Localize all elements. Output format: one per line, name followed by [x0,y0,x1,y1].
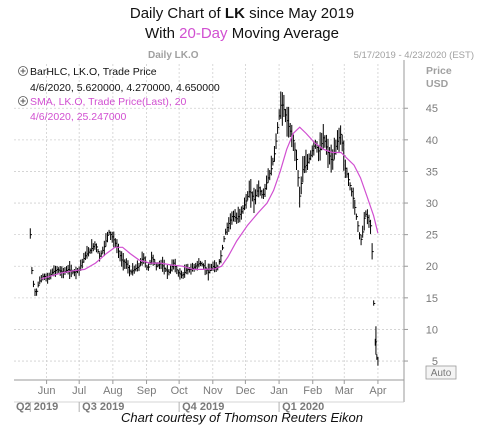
y-tick-label: 20 [426,261,438,273]
x-tick-label: Sep [137,385,157,397]
x-tick-label: Oct [171,385,188,397]
grid [14,64,404,380]
auto-button-label: Auto [431,368,452,379]
title-line-1: Daily Chart of LK since May 2019 [0,4,484,24]
legend-toggle-icon-sma[interactable] [18,96,28,106]
quarter-label: Q2 2019 [16,401,58,413]
y-tick-label: 15 [426,293,438,305]
usd-unit-label: USD [426,78,449,90]
price-unit-label: Price [426,65,452,77]
x-tick-label: Apr [369,385,386,397]
x-axis: Jun Jul Aug Sep Oct Nov Dec Jan Feb Mar Apr Q2 2019… [16,380,387,413]
auto-scale-button[interactable]: Auto [425,365,457,380]
y-tick-label: 30 [426,198,438,210]
title-prefix: Daily Chart of [129,5,225,22]
subtitle-suffix: Moving Average [227,25,339,42]
quarter-label: Q4 2019 [182,401,224,413]
y-axis: 5 10 15 20 25 30 35 40 45 [404,103,438,368]
x-tick-label: Mar [335,385,354,397]
y-tick-label: 45 [426,103,438,115]
x-tick-label: Jan [270,385,288,397]
price-bars [29,91,379,366]
y-tick-label: 10 [426,324,438,336]
x-tick-label: Jun [38,385,56,397]
x-tick-label: Aug [103,385,123,397]
y-tick-label: 5 [432,356,438,368]
legend-values-bars: 4/6/2020, 5.620000, 4.270000, 4.650000 [30,82,220,94]
legend-series-bars: BarHLC, LK.O, Trade Price [30,66,157,78]
title-line-2: With 20-Day Moving Average [0,24,484,44]
y-tick-label: 35 [426,166,438,178]
title-ticker: LK [224,5,245,22]
x-tick-label: Nov [203,385,223,397]
x-tick-label: Dec [236,385,256,397]
y-tick-label: 25 [426,230,438,242]
legend-toggle-icon-bars[interactable] [18,66,28,76]
subtitle-highlight: 20-Day [179,25,228,42]
legend-values-sma: 4/6/2020, 25.247000 [30,111,127,123]
legend: BarHLC, LK.O, Trade Price 4/6/2020, 5.62… [18,66,220,123]
subtitle-prefix: With [145,25,180,42]
date-range-label: 5/17/2019 - 4/23/2020 (EST) [354,50,474,61]
sma-line [41,126,379,280]
chart-title: Daily Chart of LK since May 2019 With 20… [0,4,484,44]
title-suffix: since May 2019 [244,5,355,22]
y-tick-label: 40 [426,135,438,147]
x-tick-label: Jul [72,385,86,397]
chart-credit: Chart courtesy of Thomson Reuters Eikon [120,410,364,425]
quarter-label: Q1 2020 [282,401,324,413]
instrument-label: Daily LK.O [148,50,199,61]
quarter-label: Q3 2019 [82,401,124,413]
x-tick-label: Feb [303,385,322,397]
legend-series-sma: SMA, LK.O, Trade Price(Last), 20 [30,96,187,108]
